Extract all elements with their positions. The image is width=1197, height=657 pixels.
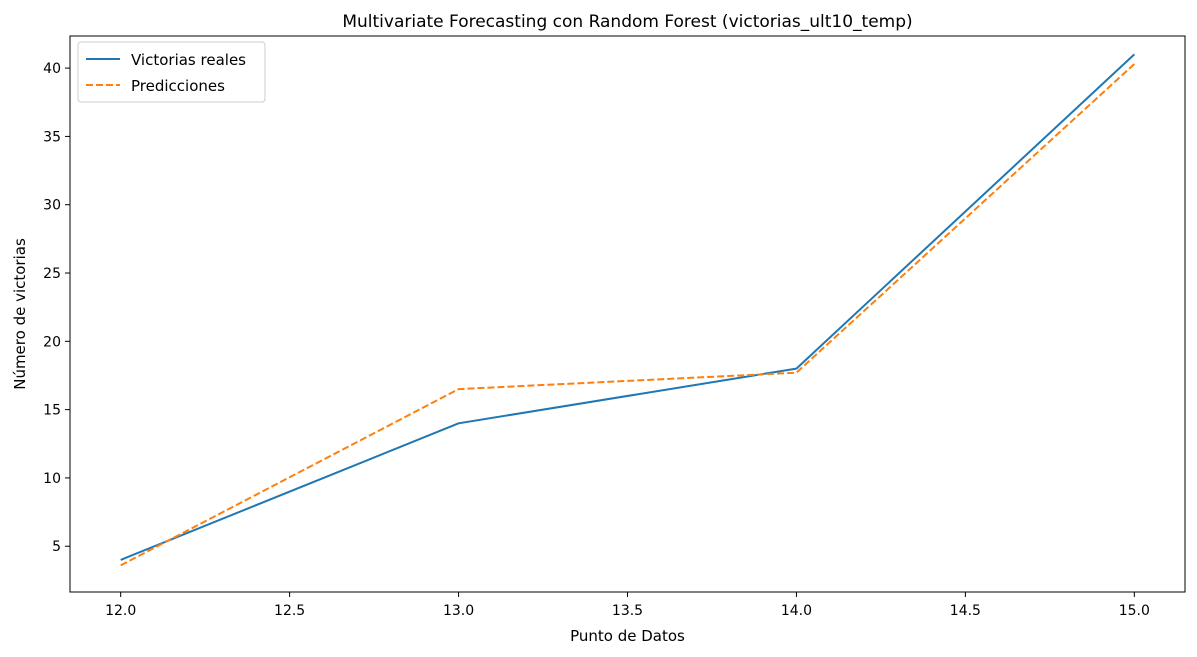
series-line-victorias-reales [120, 53, 1135, 561]
y-axis-ticks: 5 10 15 20 25 30 35 40 [43, 61, 70, 555]
y-tick-label: 30 [43, 198, 61, 214]
x-tick-label: 13.0 [443, 603, 474, 619]
legend-label-victorias-reales: Victorias reales [131, 51, 246, 69]
x-axis-label: Punto de Datos [570, 627, 685, 645]
x-tick-label: 15.0 [1119, 603, 1150, 619]
series-layer [120, 53, 1135, 567]
legend: Victorias reales Predicciones [77, 41, 266, 103]
x-tick-label: 14.0 [781, 603, 812, 619]
legend-label-predicciones: Predicciones [131, 77, 225, 95]
x-tick-label: 12.5 [274, 603, 305, 619]
y-axis-label: Número de victorias [11, 238, 29, 390]
y-tick-label: 20 [43, 334, 61, 350]
x-axis-ticks: 12.0 12.5 13.0 13.5 14.0 14.5 15.0 [105, 592, 1150, 619]
y-tick-label: 25 [43, 266, 61, 282]
y-tick-label: 10 [43, 471, 61, 487]
y-tick-label: 5 [52, 539, 61, 555]
x-tick-label: 13.5 [612, 603, 643, 619]
y-tick-label: 35 [43, 129, 61, 145]
legend-frame [77, 41, 266, 103]
x-tick-label: 14.5 [950, 603, 981, 619]
series-line-predicciones [120, 63, 1135, 567]
chart-title: Multivariate Forecasting con Random Fore… [342, 12, 912, 32]
x-tick-label: 12.0 [105, 603, 136, 619]
y-tick-label: 15 [43, 403, 61, 419]
plot-area-frame [69, 35, 1186, 593]
y-tick-label: 40 [43, 61, 61, 77]
